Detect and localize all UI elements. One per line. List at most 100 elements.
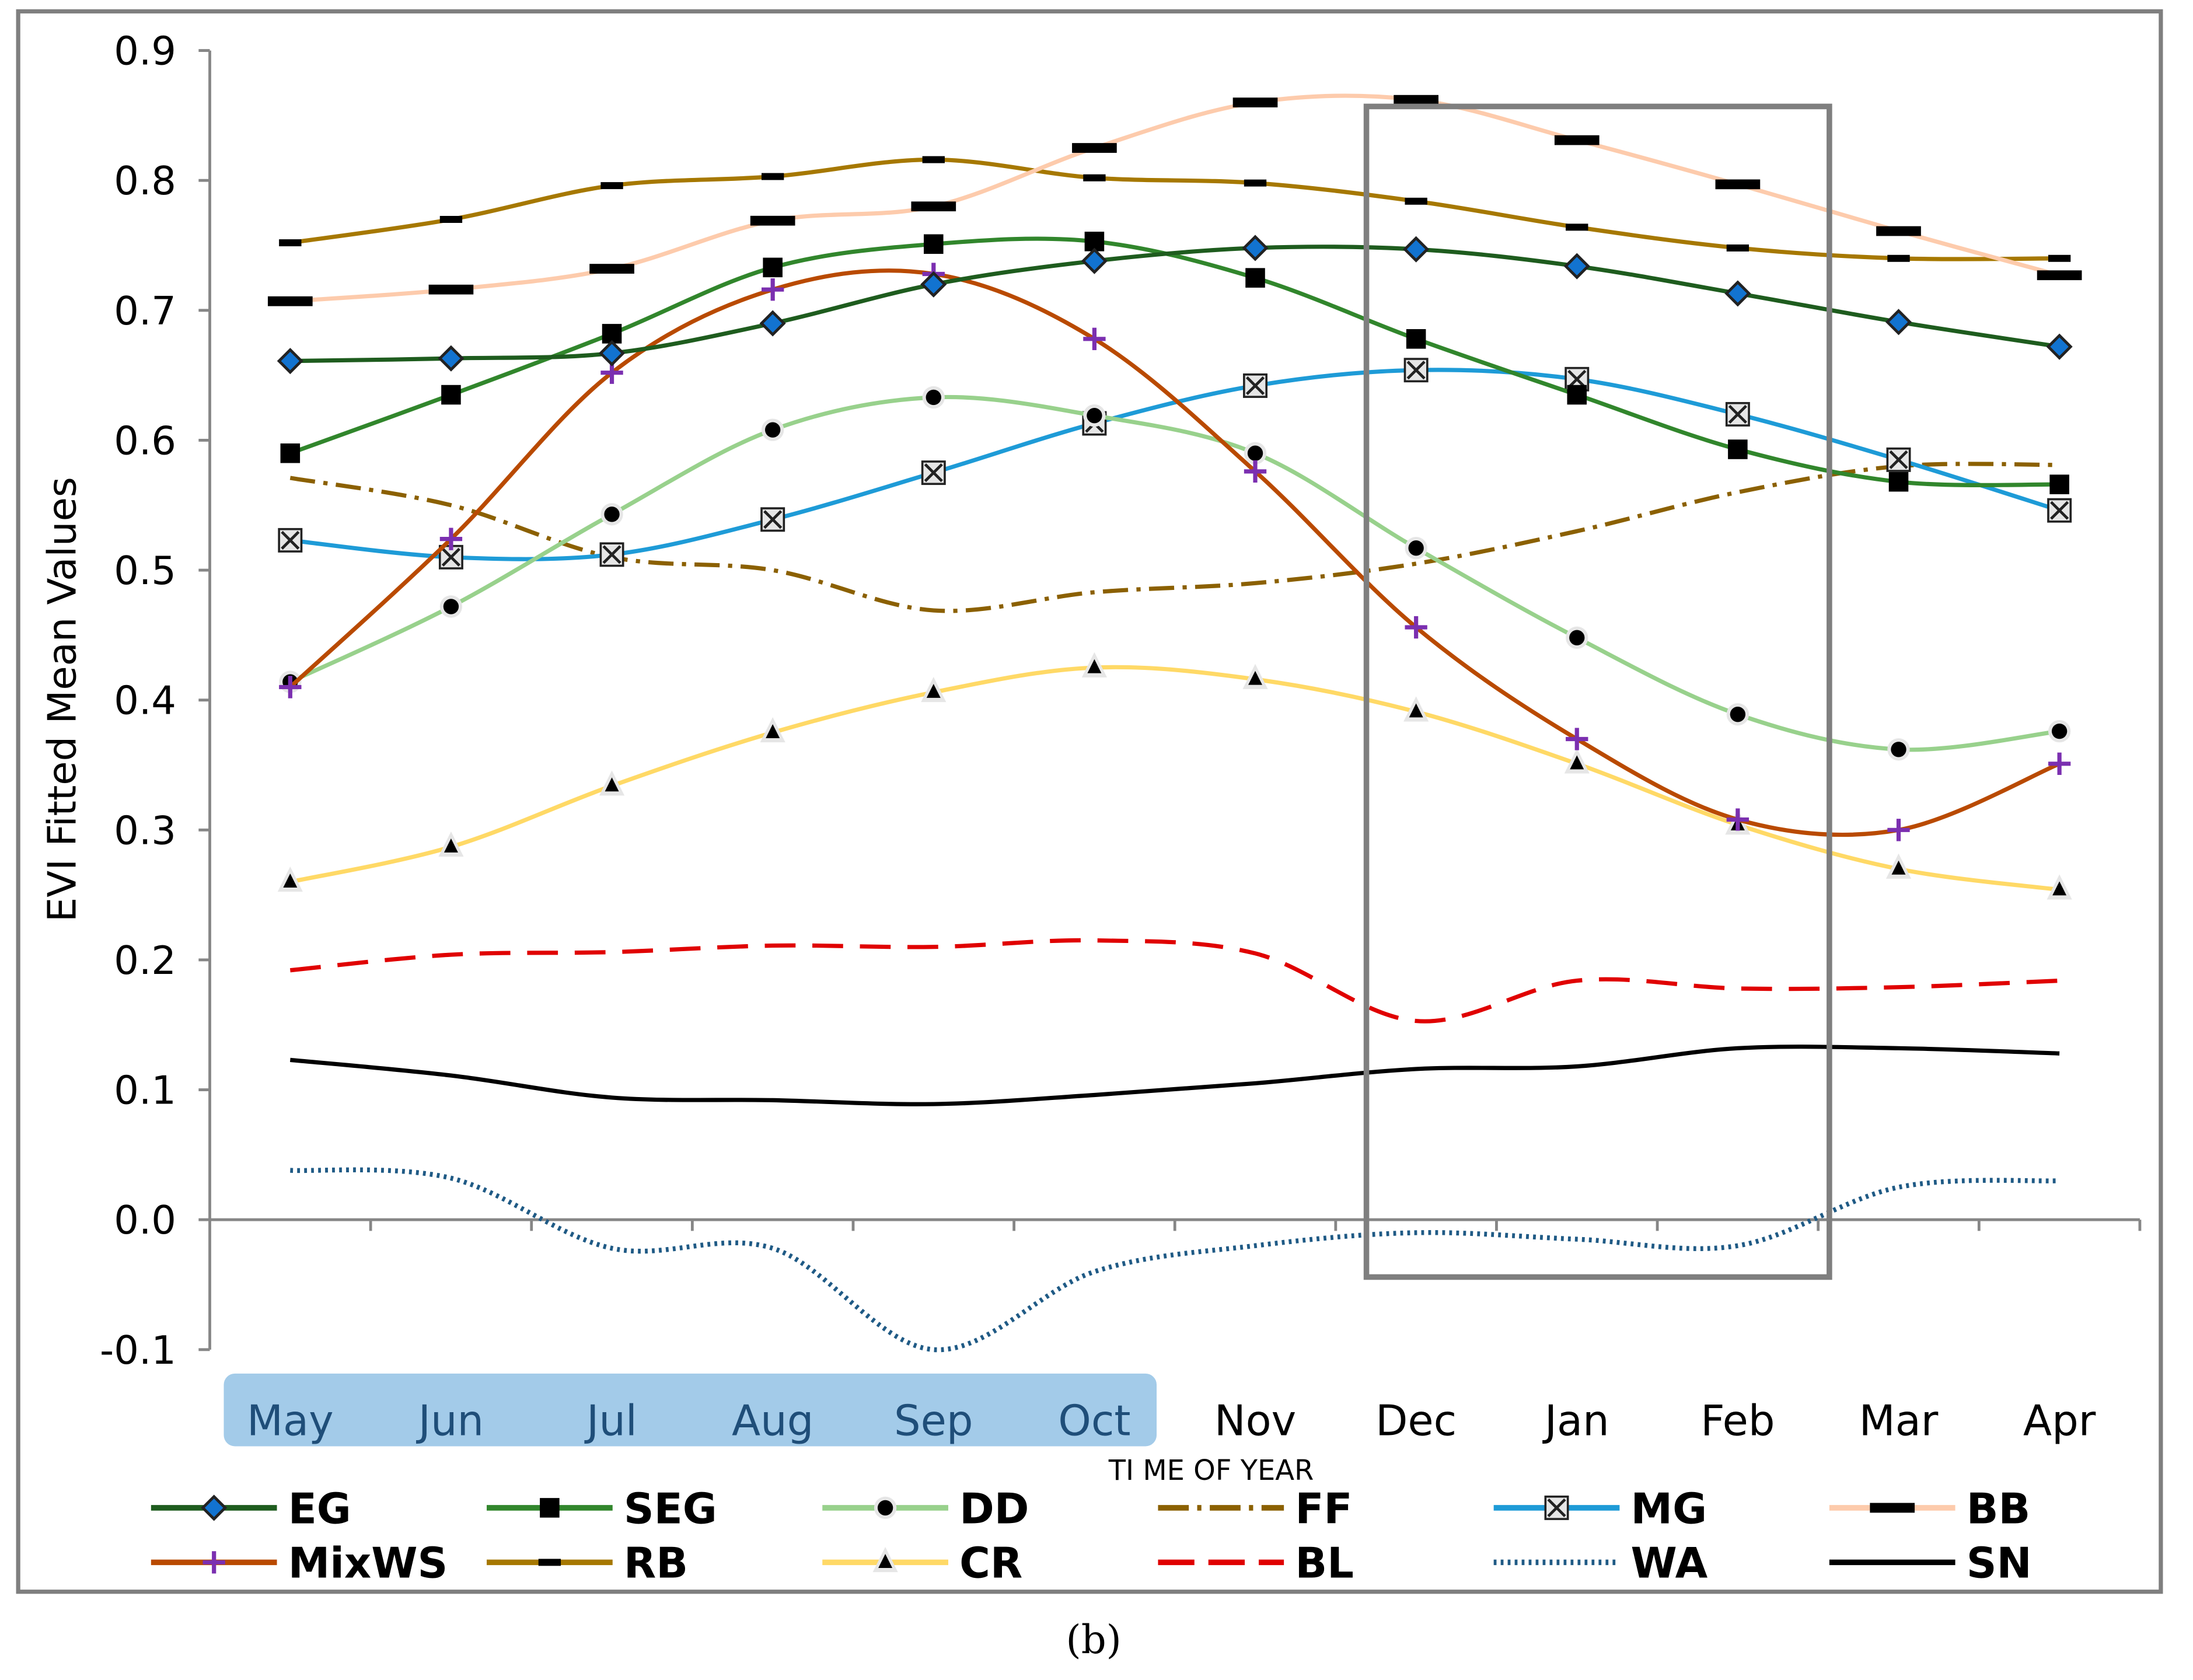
point-seg-marker: [2049, 474, 2069, 494]
legend-cr-marker: [878, 1554, 893, 1568]
legend-item-seg: SEG: [487, 1484, 717, 1533]
point-mixws-marker: [761, 278, 784, 301]
y-tick-label: 0.5: [114, 548, 176, 593]
point-rb-marker: [1566, 223, 1588, 231]
point-bb-marker: [1072, 143, 1117, 153]
legend-rb-marker: [538, 1559, 561, 1566]
point-seg-marker: [1888, 471, 1909, 492]
point-mg-marker: [1567, 369, 1587, 389]
x-tick-label: Sep: [894, 1396, 973, 1445]
series-line-seg: [289, 236, 2060, 488]
legend-item-eg: EG: [151, 1484, 351, 1533]
point-rb-marker: [439, 215, 463, 223]
series-rb: [279, 156, 2071, 262]
point-eg-marker: [920, 271, 947, 298]
legend-label-eg: EG: [288, 1484, 351, 1533]
y-tick-label: 0.4: [114, 678, 176, 724]
legend-label-dd: DD: [959, 1484, 1029, 1533]
series-wa: [290, 1167, 2060, 1353]
y-tick-label: 0.8: [114, 158, 176, 204]
point-eg-marker: [1563, 253, 1590, 280]
point-dd-marker: [443, 599, 459, 614]
point-rb-marker: [1726, 244, 1749, 252]
point-dd-marker: [1247, 445, 1263, 461]
point-cr-marker: [1570, 755, 1584, 770]
x-tick-label: Jul: [584, 1396, 637, 1445]
point-dd-marker: [1730, 707, 1746, 722]
point-bb-marker: [1394, 95, 1438, 105]
point-bb-marker: [1232, 97, 1278, 108]
point-mixws-marker: [1083, 327, 1106, 350]
x-tick-label: Apr: [2023, 1396, 2096, 1445]
series-mg: [278, 358, 2072, 570]
x-tick-label: Mar: [1859, 1396, 1939, 1445]
point-cr-marker: [2052, 881, 2067, 896]
point-rb-marker: [600, 182, 623, 190]
series-mixws: [279, 263, 2071, 841]
point-cr-marker: [1087, 659, 1102, 673]
series-line-dd: [289, 394, 2060, 752]
legend-eg-marker: [201, 1494, 228, 1521]
point-mixws-marker: [1726, 808, 1749, 831]
y-tick-label: 0.1: [114, 1068, 176, 1113]
y-tick-label: 0.9: [114, 29, 176, 74]
point-eg-marker: [277, 348, 303, 375]
point-mixws-marker: [1405, 616, 1427, 639]
series-line-bl: [289, 938, 2060, 1024]
y-tick-label: 0.0: [114, 1197, 176, 1243]
legend-item-sn: SN: [1829, 1539, 2032, 1588]
point-mg-marker: [1728, 404, 1747, 424]
point-dd-marker: [1891, 742, 1906, 757]
point-seg-marker: [1245, 268, 1265, 288]
series-line-cr: [289, 665, 2060, 892]
point-dd-marker: [2051, 723, 2068, 739]
point-rb-marker: [2048, 254, 2071, 262]
point-seg-marker: [1406, 329, 1426, 349]
point-dd-marker: [1087, 407, 1102, 424]
series-line-eg: [290, 245, 2060, 364]
point-mg-marker: [1245, 376, 1265, 396]
legend-seg-marker: [540, 1498, 560, 1518]
figure-caption: (b): [1066, 1617, 1122, 1662]
point-bb-marker: [750, 215, 795, 226]
x-tick-label: Oct: [1058, 1396, 1130, 1445]
point-rb-marker: [1405, 197, 1427, 205]
point-mg-marker: [763, 510, 783, 529]
point-cr-marker: [926, 683, 941, 698]
legend-label-mg: MG: [1631, 1484, 1707, 1533]
x-axis-title: TI ME OF YEAR: [1108, 1455, 1314, 1487]
legend-label-sn: SN: [1967, 1539, 2032, 1588]
point-rb-marker: [1244, 179, 1267, 187]
point-bb-marker: [1715, 179, 1761, 190]
point-mg-marker: [2050, 501, 2069, 520]
point-cr-marker: [444, 838, 458, 853]
x-tick-label: Aug: [732, 1396, 813, 1445]
point-eg-marker: [1724, 280, 1751, 307]
legend-label-wa: WA: [1631, 1539, 1708, 1588]
point-mixws-marker: [1887, 819, 1910, 841]
point-dd-marker: [604, 507, 620, 522]
series-seg: [280, 232, 2069, 494]
point-rb-marker: [1083, 174, 1106, 181]
x-tick-label: May: [247, 1396, 334, 1445]
point-bb-marker: [2037, 270, 2082, 281]
point-mg-marker: [441, 547, 461, 567]
point-bb-marker: [911, 201, 956, 212]
point-dd-marker: [1569, 630, 1585, 646]
legend-dd-marker: [877, 1500, 893, 1516]
point-seg-marker: [441, 385, 461, 405]
legend-bb-marker: [1870, 1503, 1915, 1513]
legend-mixws-marker: [202, 1551, 225, 1574]
legend-label-bl: BL: [1295, 1539, 1354, 1588]
point-dd-marker: [926, 389, 941, 406]
point-mixws-marker: [1244, 460, 1267, 483]
x-tick-label: Feb: [1700, 1396, 1775, 1445]
point-seg-marker: [1567, 385, 1587, 405]
legend-label-cr: CR: [959, 1539, 1022, 1588]
point-mixws-marker: [1566, 728, 1588, 750]
point-seg-marker: [280, 443, 301, 463]
point-bb-marker: [589, 264, 634, 274]
point-seg-marker: [924, 234, 944, 254]
point-cr-marker: [766, 724, 780, 738]
